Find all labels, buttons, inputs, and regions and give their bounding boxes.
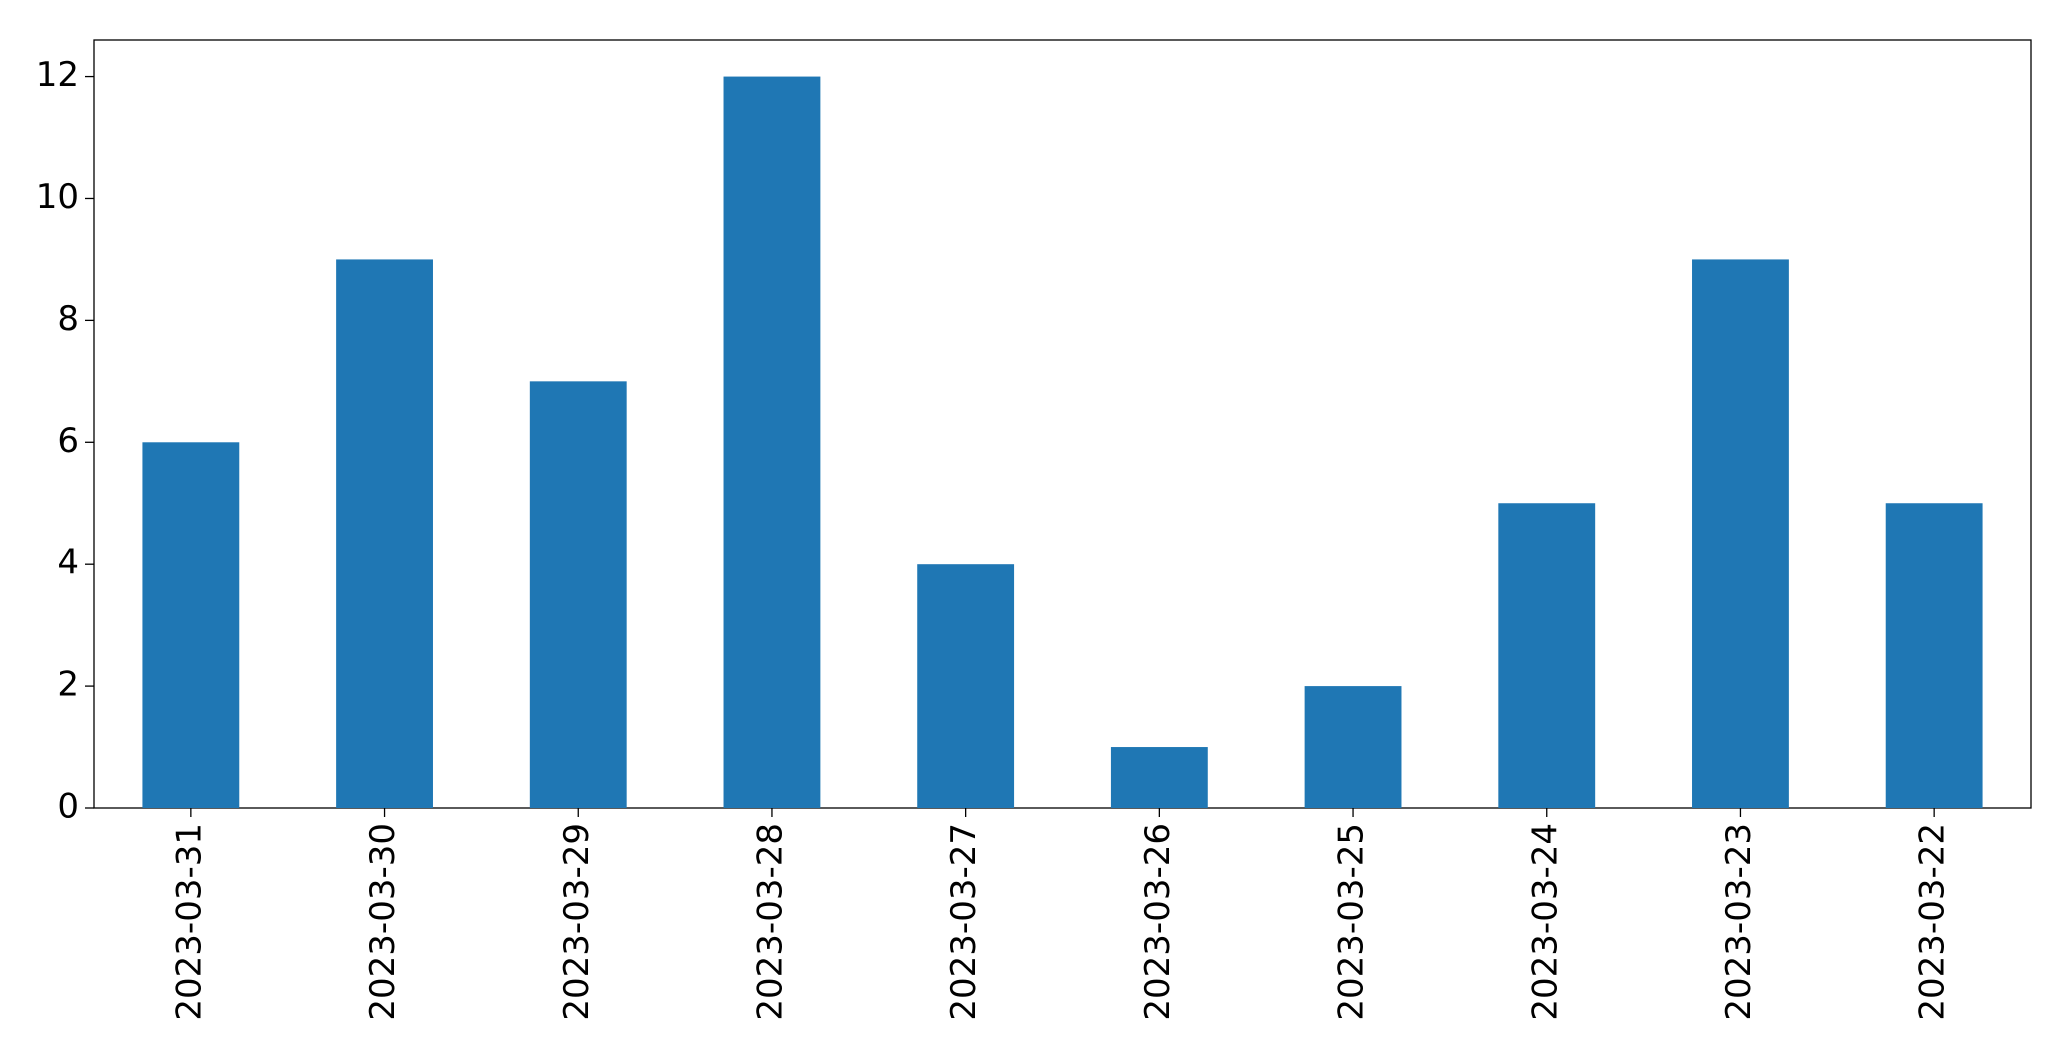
bar <box>1885 503 1983 808</box>
x-tick-label: 2023-03-22 <box>1913 823 1953 1021</box>
bar <box>142 442 240 808</box>
y-tick-label: 12 <box>36 55 79 95</box>
x-tick-label: 2023-03-29 <box>557 823 597 1021</box>
x-tick-label: 2023-03-27 <box>944 823 984 1021</box>
y-tick-label: 8 <box>57 299 79 339</box>
y-tick-label: 2 <box>57 665 79 705</box>
bar <box>336 259 433 808</box>
bar <box>1692 259 1789 808</box>
bar <box>1110 747 1208 808</box>
x-tick-label: 2023-03-26 <box>1138 823 1178 1021</box>
bar <box>1498 503 1596 808</box>
y-tick-label: 6 <box>57 421 79 461</box>
x-tick-label: 2023-03-30 <box>363 823 403 1021</box>
x-tick-label: 2023-03-24 <box>1525 823 1565 1021</box>
bar <box>723 76 821 809</box>
plot-frame <box>93 39 2032 809</box>
x-tick-label: 2023-03-25 <box>1332 823 1372 1021</box>
x-tick-label: 2023-03-23 <box>1719 823 1759 1021</box>
bar <box>529 381 627 808</box>
y-tick-label: 0 <box>57 787 79 827</box>
x-tick-label: 2023-03-31 <box>169 823 209 1021</box>
bar <box>1304 686 1402 808</box>
x-tick-label: 2023-03-28 <box>750 823 790 1021</box>
bar <box>917 564 1015 808</box>
y-tick-label: 4 <box>57 543 79 583</box>
y-tick-label: 10 <box>36 177 79 217</box>
